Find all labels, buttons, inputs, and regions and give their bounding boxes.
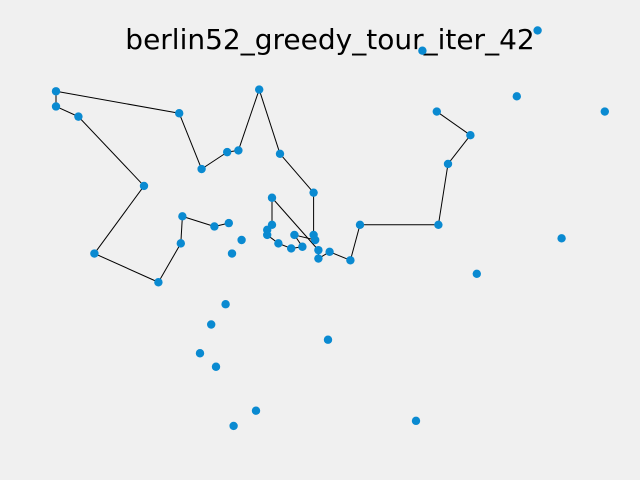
tour-segment [78,116,145,187]
city-point [275,149,285,159]
city-point [51,102,61,111]
city-point [221,300,230,309]
city-point [533,26,542,35]
city-point [154,278,163,287]
city-point [411,416,421,426]
city-point [207,320,216,329]
tour-segment [279,153,314,194]
tour-segment [201,151,228,170]
tour-segment [94,253,159,283]
tour-segment [182,215,215,227]
city-point [314,245,323,255]
city-point [418,46,427,55]
city-point [346,256,355,265]
city-point [195,349,205,358]
tour-segment [180,216,183,244]
city-point [274,239,283,248]
tour-segment [178,113,203,170]
city-point [267,193,277,202]
city-point [251,406,261,415]
city-point [323,335,333,344]
tour-segment [157,243,182,283]
tour-segment [237,89,260,151]
tour-segment [437,163,449,225]
tour-lines [55,89,471,283]
tour-segment [55,90,180,114]
city-point [290,230,299,240]
city-point [325,247,334,257]
city-point [255,85,264,94]
city-point [443,159,453,169]
tour-segment [349,224,361,261]
city-point [472,269,481,279]
city-point [197,164,206,174]
city-point [466,131,475,140]
city-point [557,234,566,243]
tour-segment [271,197,319,251]
city-point [139,181,149,191]
city-points [51,26,609,431]
city-point [229,421,238,431]
city-point [355,220,365,229]
tour-segment [93,185,145,254]
chart-title: berlin52_greedy_tour_iter_42 [125,23,534,56]
city-point [178,212,187,221]
city-point [176,239,185,248]
city-point [298,242,307,251]
city-point [90,249,99,258]
city-point [432,107,441,116]
city-point [210,222,219,231]
city-point [175,109,184,118]
city-point [434,220,443,229]
city-point [51,87,61,96]
city-point [237,235,246,245]
city-point [223,147,232,157]
city-point [263,230,272,240]
city-point [234,146,243,155]
city-point [512,92,521,101]
city-point [287,244,296,253]
city-point [309,230,318,240]
city-point [600,107,609,116]
city-point [211,362,221,371]
city-point [309,188,318,197]
city-point [314,254,323,263]
city-point [227,249,237,258]
tour-segment [447,134,471,165]
city-point [74,112,83,121]
tour-segment [258,89,281,154]
tour-segment [436,111,471,136]
city-point [224,218,233,228]
